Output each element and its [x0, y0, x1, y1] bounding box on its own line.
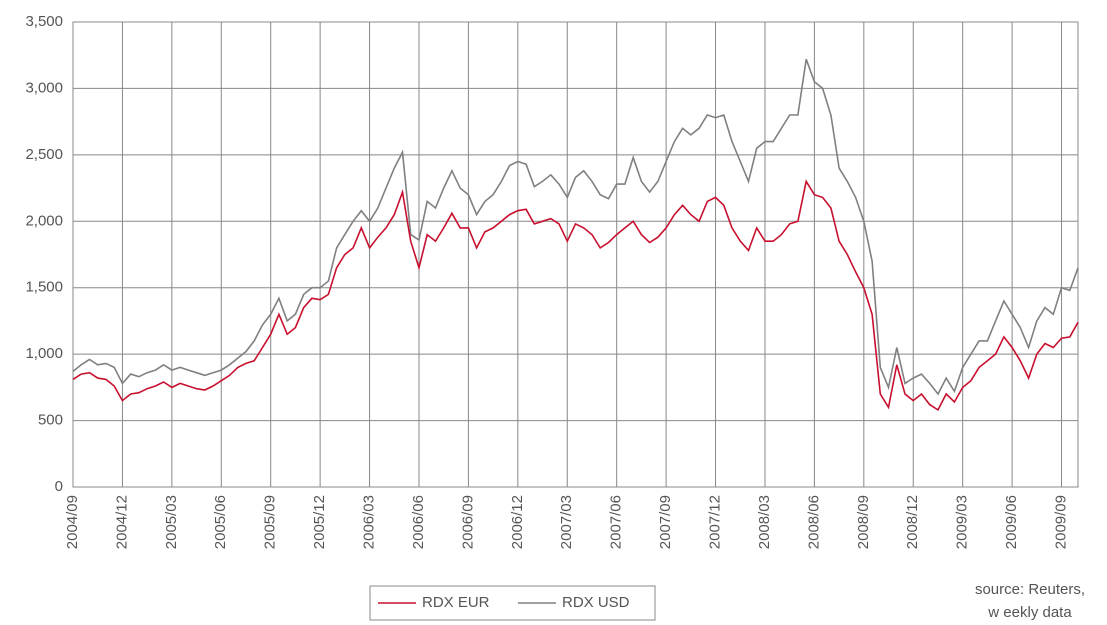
- x-tick-label: 2004/09: [64, 495, 81, 549]
- y-tick-label: 3,500: [25, 13, 63, 30]
- source-note: w eekly data: [987, 604, 1072, 621]
- x-tick-label: 2006/12: [509, 495, 526, 549]
- y-tick-label: 2,000: [25, 212, 63, 229]
- y-tick-label: 1,000: [25, 345, 63, 362]
- source-note: source: Reuters,: [975, 581, 1085, 598]
- x-tick-label: 2007/09: [657, 495, 674, 549]
- plot-area: [72, 21, 1079, 488]
- x-tick-label: 2008/03: [756, 495, 773, 549]
- x-tick-label: 2006/06: [410, 495, 427, 549]
- y-tick-label: 1,500: [25, 279, 63, 296]
- legend-label: RDX EUR: [422, 594, 490, 611]
- y-tick-label: 2,500: [25, 146, 63, 163]
- series-line: [72, 58, 1079, 396]
- y-tick-label: 0: [55, 478, 63, 495]
- y-tick-label: 500: [38, 412, 63, 429]
- x-tick-label: 2008/12: [904, 495, 921, 549]
- x-tick-label: 2005/12: [311, 495, 328, 549]
- x-tick-label: 2007/12: [707, 495, 724, 549]
- x-tick-label: 2008/09: [855, 495, 872, 549]
- legend-label: RDX USD: [562, 594, 630, 611]
- x-tick-label: 2008/06: [805, 495, 822, 549]
- x-tick-label: 2007/03: [558, 495, 575, 549]
- x-tick-label: 2005/03: [163, 495, 180, 549]
- y-tick-label: 3,000: [25, 79, 63, 96]
- legend-box: [369, 585, 656, 621]
- x-tick-label: 2005/09: [262, 495, 279, 549]
- x-tick-label: 2005/06: [212, 495, 229, 549]
- x-tick-label: 2009/09: [1052, 495, 1069, 549]
- series-line: [72, 179, 1079, 412]
- x-tick-label: 2009/06: [1003, 495, 1020, 549]
- x-tick-label: 2007/06: [608, 495, 625, 549]
- x-tick-label: 2004/12: [113, 495, 130, 549]
- x-tick-label: 2009/03: [954, 495, 971, 549]
- x-tick-label: 2006/03: [361, 495, 378, 549]
- x-tick-label: 2006/09: [459, 495, 476, 549]
